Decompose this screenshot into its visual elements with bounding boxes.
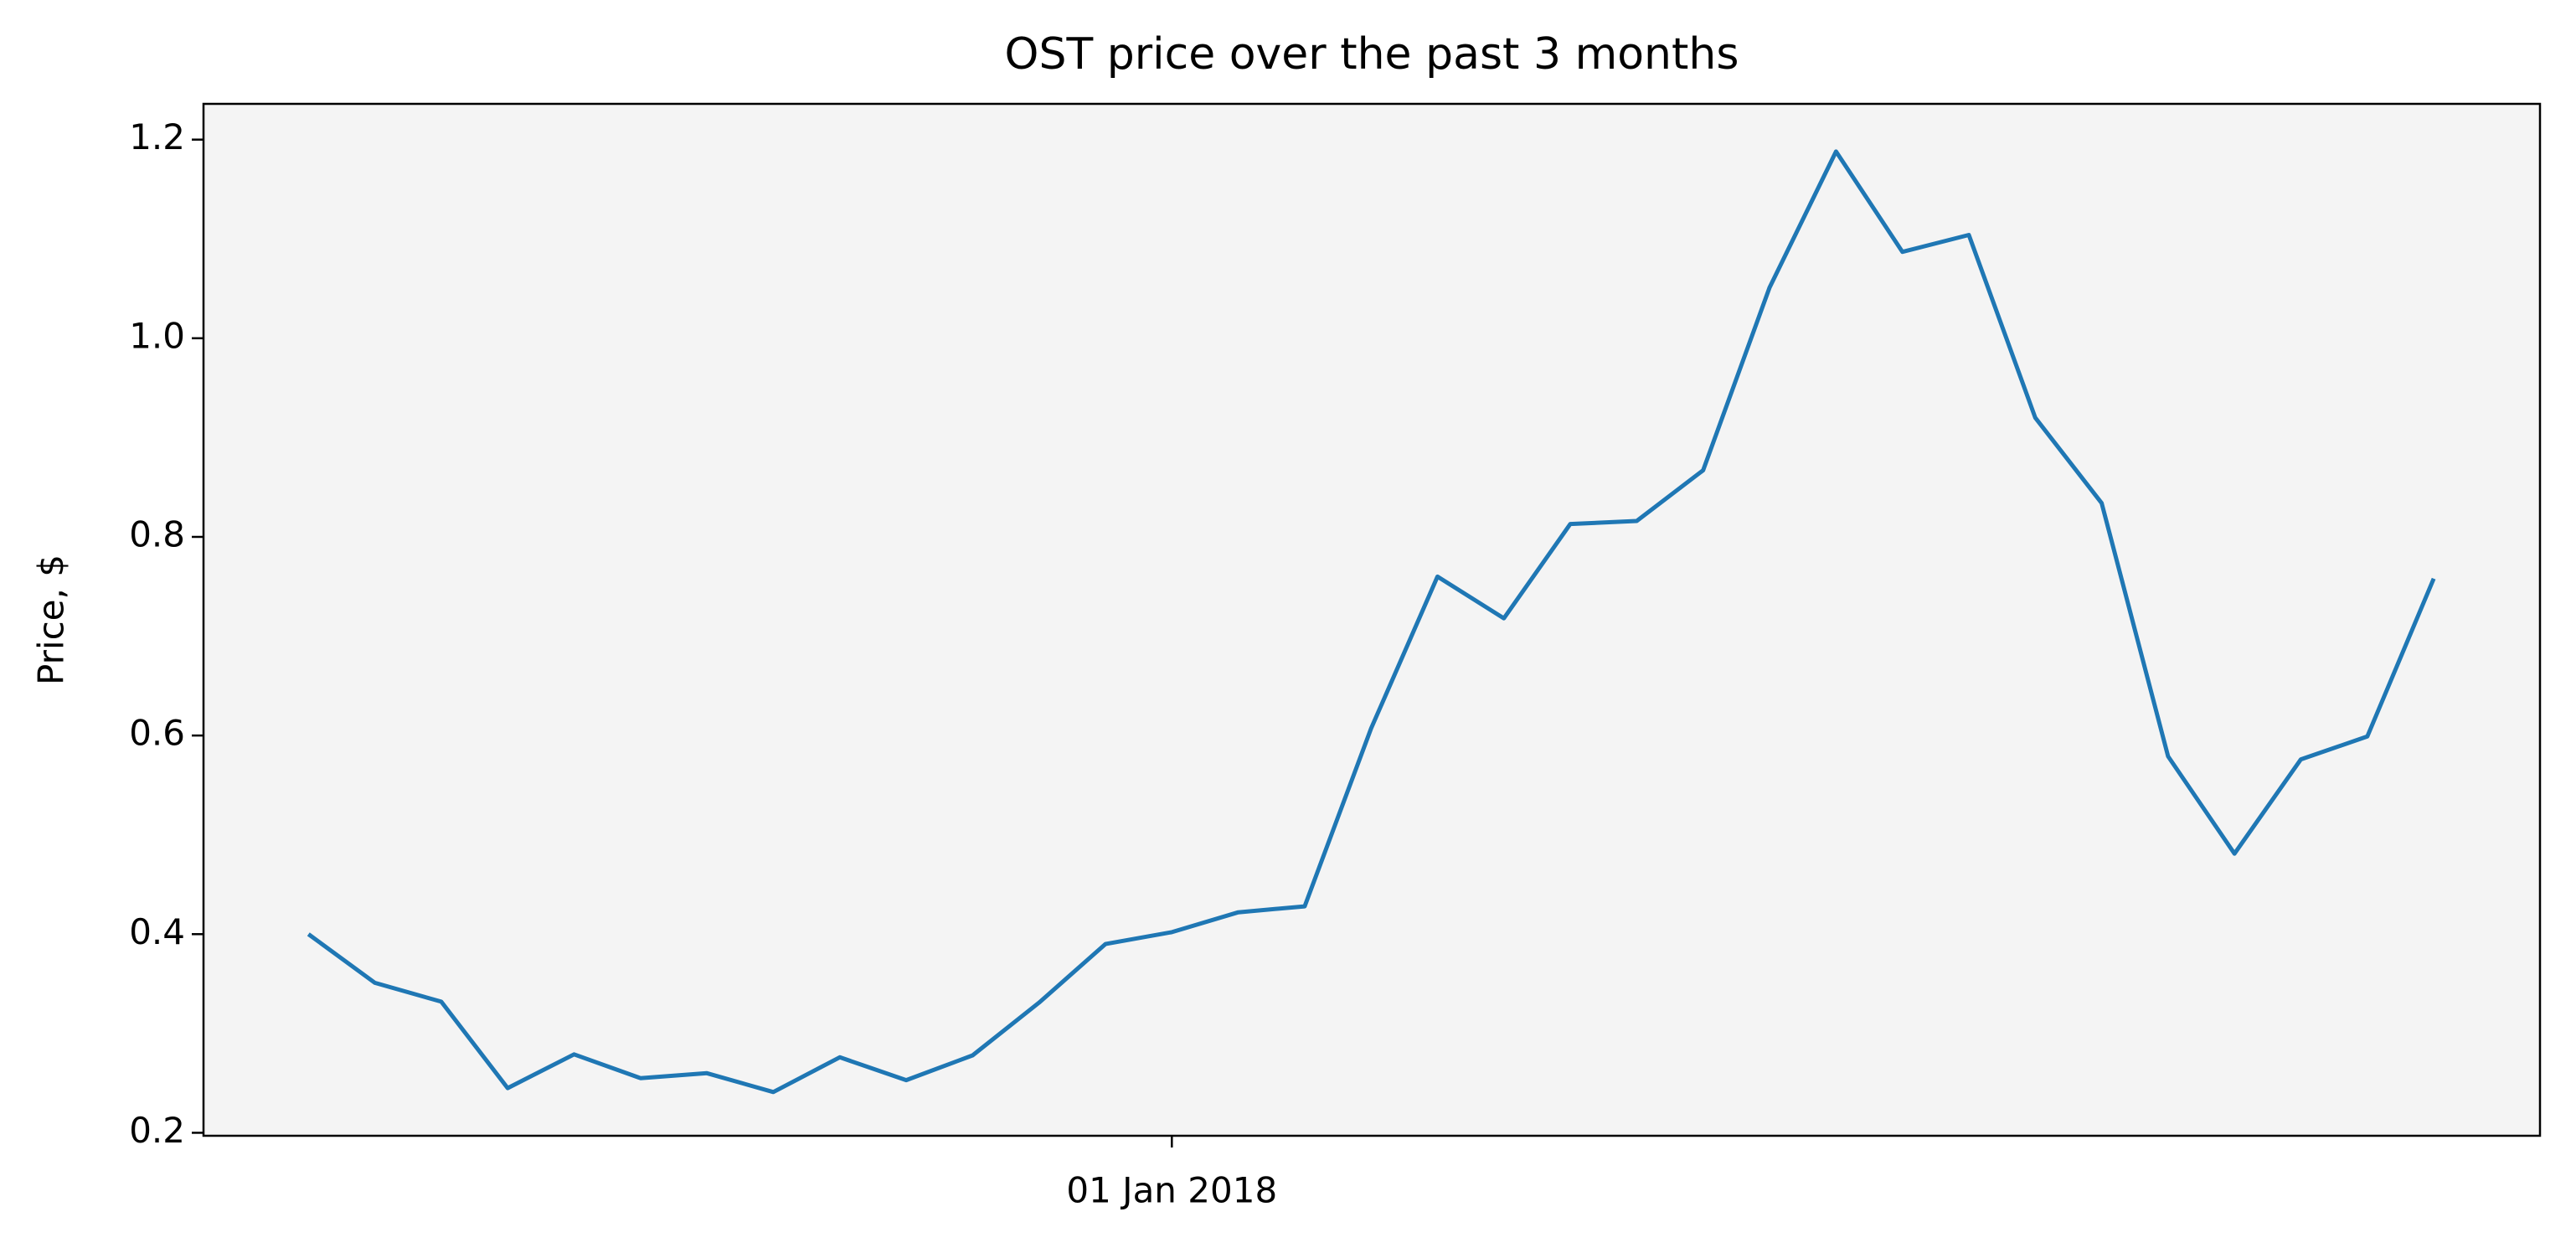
y-tick-label: 1.2	[129, 116, 185, 157]
plot-background	[204, 104, 2540, 1136]
plot-frame	[202, 102, 2542, 1137]
y-tick-label: 0.8	[129, 513, 185, 554]
x-tick-label: 01 Jan 2018	[1066, 1170, 1277, 1211]
y-tick-label: 1.0	[129, 315, 185, 356]
y-tick-label: 0.6	[129, 713, 185, 754]
y-axis-label: Price, $	[31, 554, 72, 685]
chart-title: OST price over the past 3 months	[1005, 29, 1739, 80]
y-tick-label: 0.4	[129, 911, 185, 952]
price-line	[307, 149, 2436, 1095]
y-tick-label: 0.2	[129, 1110, 185, 1151]
